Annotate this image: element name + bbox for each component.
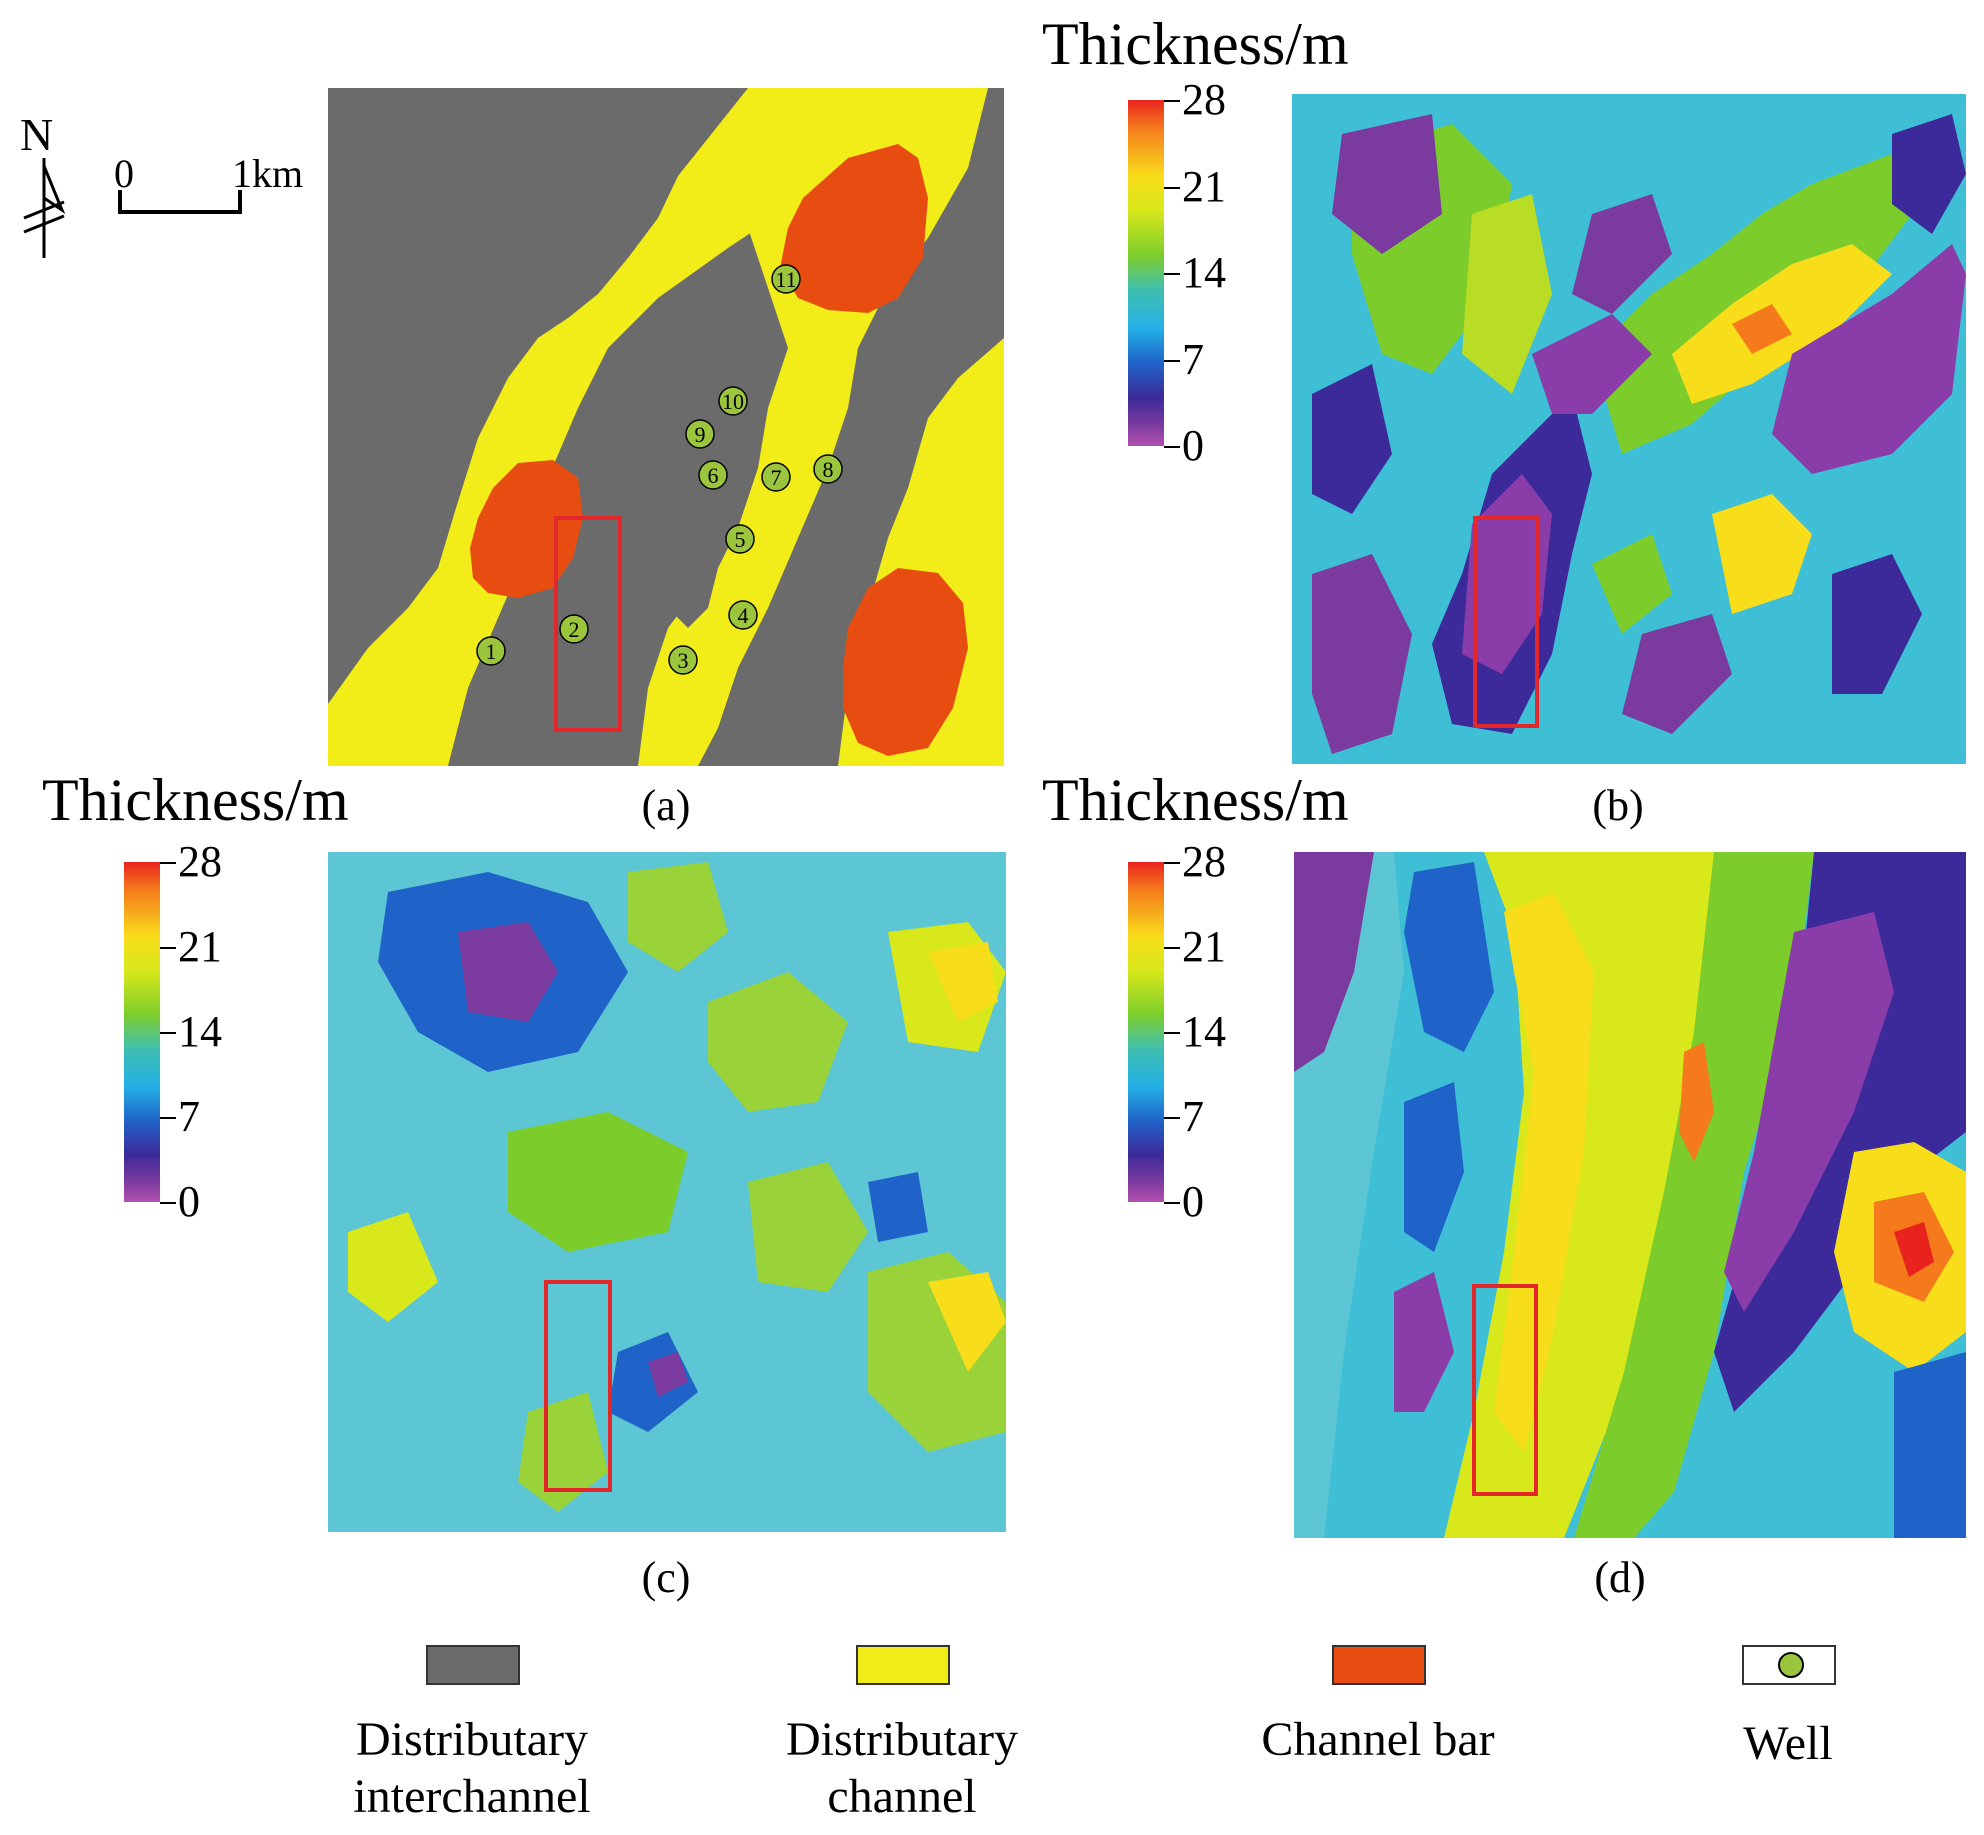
colorbar-tick-label: 0 (1182, 1177, 1204, 1226)
colorbar-tick-label: 0 (178, 1177, 200, 1226)
colorbar-title-c: Thickness/m (42, 767, 349, 833)
interchannel-sliver-right (838, 368, 928, 578)
colorbar-gradient (1128, 100, 1164, 446)
channel-bar-southeast (843, 568, 968, 756)
colorbar-tick-label: 0 (1182, 421, 1204, 470)
channel-bar-north (780, 144, 928, 313)
well-marker[interactable]: 11 (771, 264, 801, 294)
legend-swatch-well (1742, 1645, 1836, 1685)
svg-text:4: 4 (738, 603, 749, 628)
colorbar-tick-label: 7 (1182, 334, 1204, 384)
well-marker[interactable]: 3 (668, 645, 698, 675)
svg-text:9: 9 (695, 422, 706, 447)
colorbar-tick-label: 28 (178, 837, 222, 886)
svg-text:11: 11 (775, 267, 796, 292)
study-area-box (544, 1280, 612, 1492)
panel-d-caption: (d) (1594, 1553, 1646, 1602)
colorbar-tick-label: 21 (178, 922, 222, 971)
legend-label-well: Well (1743, 1717, 1833, 1770)
colorbar-tick-label: 28 (1182, 837, 1226, 886)
well-marker[interactable]: 7 (761, 462, 791, 492)
well-marker[interactable]: 4 (728, 600, 758, 630)
well-marker[interactable]: 5 (725, 524, 755, 554)
svg-text:1: 1 (486, 639, 497, 664)
north-arrow: N (18, 108, 68, 258)
colorbar-c: 28 21 14 7 0 (124, 840, 244, 1224)
well-icon (1778, 1652, 1804, 1678)
svg-text:2: 2 (569, 617, 580, 642)
legend-label-interchannel: Distributary interchannel (353, 1713, 591, 1823)
panel-a-facies-map: 1 2 3 4 5 6 7 8 9 10 11 (328, 88, 1004, 766)
scale-start-label: 0 (114, 151, 134, 196)
colorbar-gradient (124, 862, 160, 1202)
colorbar-tick-label: 7 (178, 1092, 200, 1141)
scale-bar-line (118, 190, 242, 214)
well-marker[interactable]: 8 (813, 454, 843, 484)
svg-text:3: 3 (678, 648, 689, 673)
colorbar-tick-label: 14 (1182, 248, 1226, 297)
svg-text:5: 5 (735, 527, 746, 552)
north-label: N (20, 109, 54, 160)
legend-label-channel: Distributary channel (786, 1713, 1018, 1823)
colorbar-tick-label: 14 (178, 1007, 222, 1056)
svg-text:7: 7 (771, 465, 782, 490)
panel-c-caption: (c) (641, 1553, 691, 1602)
panel-b-caption: (b) (1592, 781, 1644, 830)
north-arrow-icon (23, 158, 66, 258)
colorbar-d: 28 21 14 7 0 (1128, 840, 1248, 1224)
panel-c-thickness-map (328, 852, 1006, 1532)
study-area-box (1472, 1284, 1538, 1496)
svg-text:8: 8 (823, 457, 834, 482)
panel-b-thickness-map (1292, 94, 1966, 764)
colorbar-gradient (1128, 862, 1164, 1202)
colorbar-b: 28 21 14 7 0 (1128, 78, 1248, 468)
legend-swatch-channel (856, 1645, 950, 1685)
svg-text:6: 6 (708, 463, 719, 488)
legend-swatch-channel-bar (1332, 1645, 1426, 1685)
legend-swatch-interchannel (426, 1645, 520, 1685)
panel-a-caption: (a) (641, 781, 691, 830)
colorbar-tick-label: 21 (1182, 161, 1226, 211)
colorbar-tick-label: 28 (1182, 75, 1226, 124)
colorbar-title-d: Thickness/m (1042, 767, 1349, 833)
study-area-box (554, 516, 622, 732)
well-markers: 1 2 3 4 5 6 7 8 9 10 11 (476, 264, 843, 675)
well-marker[interactable]: 10 (718, 386, 748, 416)
svg-text:10: 10 (722, 389, 744, 414)
well-marker[interactable]: 2 (559, 614, 589, 644)
study-area-box (1473, 516, 1539, 728)
well-marker[interactable]: 9 (685, 419, 715, 449)
scale-end-label: 1km (232, 151, 304, 196)
distributary-channel-left (328, 88, 806, 766)
colorbar-tick-label: 14 (1182, 1007, 1226, 1056)
well-marker[interactable]: 6 (698, 460, 728, 490)
legend-label-channel-bar: Channel bar (1261, 1713, 1495, 1766)
colorbar-title-b: Thickness/m (1042, 11, 1349, 77)
scale-bar: 0 1km (112, 150, 322, 220)
colorbar-tick-label: 21 (1182, 922, 1226, 971)
well-marker[interactable]: 1 (476, 636, 506, 666)
colorbar-tick-label: 7 (1182, 1092, 1204, 1141)
panel-d-thickness-map (1294, 852, 1966, 1538)
